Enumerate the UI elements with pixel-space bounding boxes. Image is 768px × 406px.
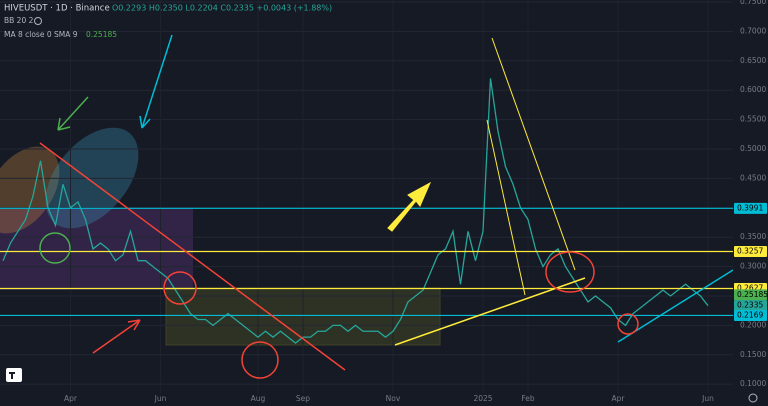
x-tick-label: Apr: [64, 394, 78, 403]
price-label: 0.3991: [737, 203, 763, 212]
trend-line: [394, 277, 586, 346]
y-tick-label: 0.1000: [740, 379, 766, 388]
y-tick-label: 0.7000: [740, 26, 766, 35]
trend-line: [486, 119, 526, 296]
y-tick-label: 0.1500: [740, 350, 766, 359]
y-tick-label: 0.2000: [740, 320, 766, 329]
settings-icon[interactable]: [748, 393, 758, 403]
indicator: BB 20 2: [4, 16, 34, 25]
x-tick-label: Apr: [612, 394, 626, 403]
x-tick-label: Nov: [386, 394, 401, 403]
axes: 0.10000.15000.20000.25000.30000.35000.40…: [64, 0, 768, 403]
y-tick-label: 0.3000: [740, 262, 766, 271]
trend-line: [617, 269, 734, 343]
ohlc: O0.2293 H0.2350 L0.2204 C0.2335 +0.0043 …: [112, 4, 332, 13]
arrow: [92, 319, 141, 354]
circle: [617, 313, 639, 335]
logo: [6, 368, 22, 382]
x-tick-label: Sep: [296, 394, 310, 403]
price-label-box: [734, 245, 767, 257]
price-label: 0.2627: [737, 284, 763, 293]
y-tick-label: 0.7500: [740, 0, 766, 6]
x-tick-label: Jun: [154, 394, 167, 403]
symbol: HIVEUSDT · 1D · Binance: [4, 4, 110, 14]
y-tick-label: 0.5000: [740, 144, 766, 153]
y-tick-label: 0.5500: [740, 115, 766, 124]
indicator-value: 0.25185: [86, 30, 117, 39]
circle: [163, 271, 197, 305]
y-tick-label: 0.3500: [740, 232, 766, 241]
price-axis: [733, 0, 768, 393]
grid: [0, 1, 733, 385]
price-line: [2, 78, 709, 344]
y-tick-label: 0.6500: [740, 56, 766, 65]
x-tick-label: Feb: [521, 394, 535, 403]
arrow: [387, 181, 432, 232]
trend-line: [39, 142, 346, 371]
plot: [0, 78, 733, 344]
price-label-box: [734, 289, 767, 301]
x-tick-label: 2025: [473, 394, 492, 403]
price-label: 0.2335: [737, 301, 763, 310]
trend-line: [491, 37, 576, 271]
circle: [39, 232, 71, 264]
y-tick-label: 0.6000: [740, 85, 766, 94]
price-label: 0.25185: [737, 290, 768, 299]
price-label-box: [734, 202, 767, 214]
circle: [241, 341, 279, 379]
price-label: 0.3257: [737, 246, 763, 255]
circle: [545, 251, 595, 293]
x-tick-label: Jun: [701, 394, 714, 403]
indicator: MA 8 close 0 SMA 9: [4, 30, 78, 39]
y-tick-label: 0.4500: [740, 173, 766, 182]
x-tick-label: Aug: [251, 394, 266, 403]
price-label-box: [734, 309, 767, 321]
drawings: [0, 127, 441, 346]
arrow: [139, 34, 173, 129]
arrow: [57, 96, 89, 131]
eye-icon[interactable]: [34, 17, 42, 25]
annotations: [39, 34, 734, 379]
price-label-box: [734, 300, 767, 312]
price-label: 0.2169: [737, 310, 763, 319]
